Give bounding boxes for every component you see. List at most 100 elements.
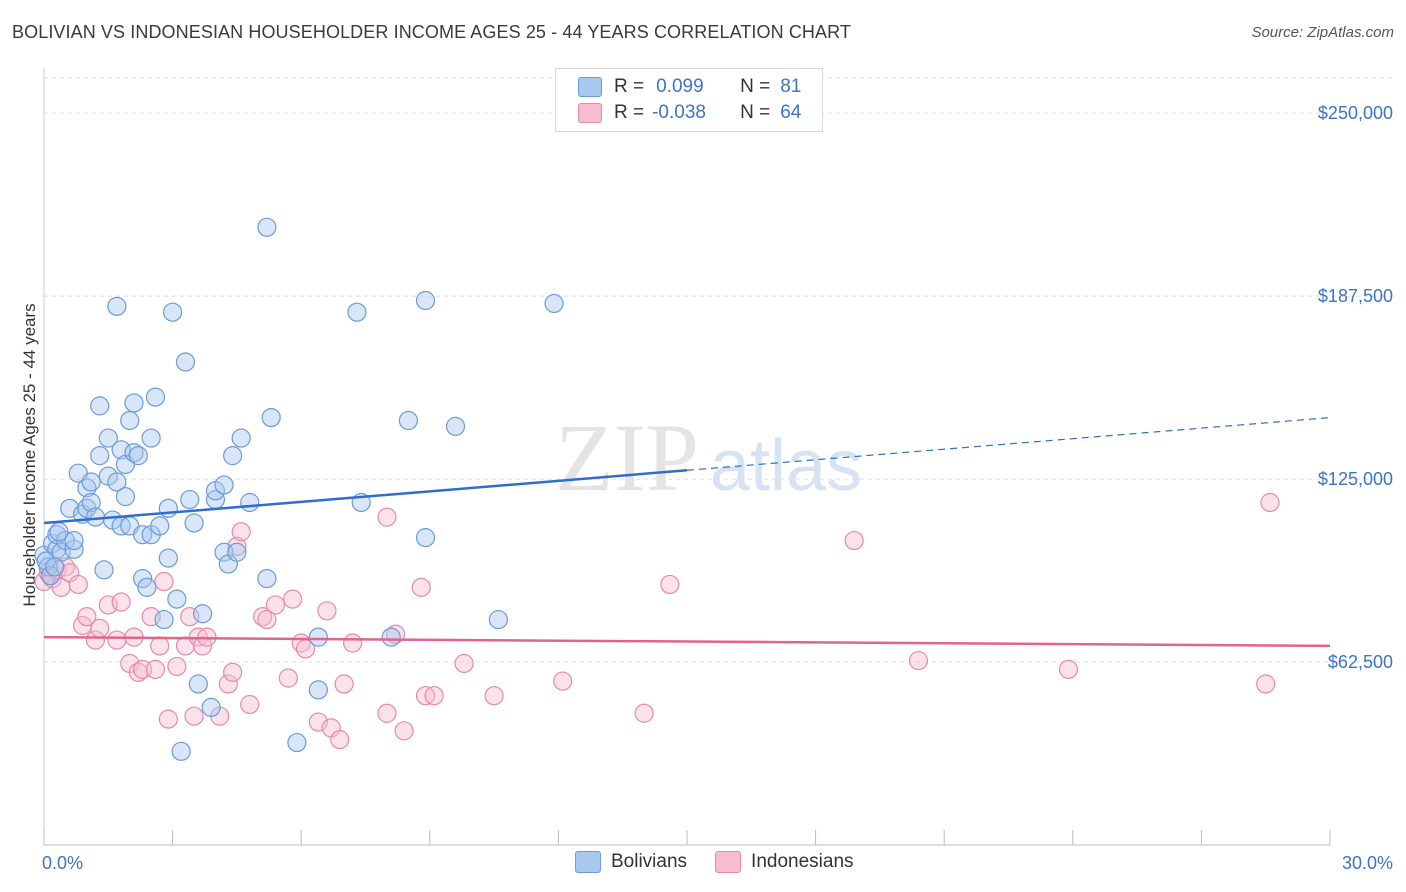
indonesian-point [343, 633, 363, 653]
y-tick-label: $125,000 [1318, 469, 1393, 489]
indonesian-point [218, 674, 238, 694]
bolivian-point [398, 410, 418, 431]
indonesian-point [150, 636, 170, 656]
trend-lines [43, 416, 1331, 648]
bolivian-point [308, 680, 328, 700]
bolivian-point [347, 302, 367, 322]
legend-row-bolivians: R = 0.099 N = 81 [578, 74, 801, 100]
bolivian-point [158, 498, 178, 518]
bolivian-point [163, 302, 183, 322]
series-indonesians [34, 492, 1280, 750]
indonesian-point [411, 577, 431, 597]
bolivian-point [184, 513, 204, 533]
series-bolivians [34, 217, 564, 761]
legend-row-indonesians: R = -0.038 N = 64 [578, 100, 801, 126]
bolivian-point [488, 609, 508, 630]
legend: R = 0.099 N = 81 R = -0.038 N = 64 [555, 68, 823, 132]
legend-r-value: 0.099 [656, 76, 704, 97]
indonesian-point [660, 574, 680, 595]
bolivian-point [98, 428, 118, 448]
bolivian-point [141, 428, 161, 448]
watermark-atlas: atlas [710, 426, 862, 506]
x-tick-labels: 0.0% 30.0% [42, 853, 1393, 873]
indonesian-point [90, 618, 110, 638]
bolivian-point [45, 557, 65, 577]
watermark-zip: ZIP [555, 404, 699, 511]
bolivian-point [415, 528, 436, 548]
indonesian-point [167, 656, 187, 677]
indonesian-point [1256, 674, 1276, 694]
indonesian-point [193, 636, 213, 656]
bolivian-point [154, 609, 174, 630]
y-axis-title: Householder Income Ages 25 - 44 years [20, 303, 39, 606]
bolivian-point [107, 472, 127, 492]
indonesian-point [283, 589, 303, 609]
bolivian-point [40, 566, 61, 586]
bolivian-point [49, 522, 69, 542]
bolivian-point [107, 296, 127, 316]
bolivian-point [64, 530, 84, 551]
bolivian-point [90, 446, 110, 466]
indonesian-point [223, 662, 243, 682]
bolivian-point [287, 732, 307, 753]
axes [43, 68, 1331, 846]
bolivian-point [158, 548, 178, 568]
indonesian-point [844, 530, 864, 551]
bolivian-point [544, 293, 564, 314]
x-tick-label: 30.0% [1342, 853, 1393, 873]
y-tick-label: $187,500 [1318, 286, 1393, 306]
indonesian-point [85, 630, 106, 650]
indonesians-trend-line [43, 635, 1331, 648]
bolivian-point [227, 542, 247, 562]
bolivian-point [180, 489, 200, 510]
x-tick-label: 0.0% [42, 853, 83, 873]
bottom-label-indonesians: Indonesians [751, 851, 854, 872]
legend-n-value: 81 [780, 76, 802, 97]
indonesian-point [317, 601, 337, 621]
indonesian-point [265, 595, 286, 615]
bolivian-point [94, 560, 114, 580]
indonesian-point [231, 522, 251, 542]
bolivian-point [175, 352, 196, 372]
indonesian-point [145, 659, 166, 679]
bolivian-point [132, 568, 153, 589]
bolivian-point [214, 475, 234, 495]
y-tick-labels: $62,500 $125,000 $187,500 $250,000 [1318, 103, 1393, 672]
bolivian-point [90, 396, 110, 416]
bolivian-point [145, 387, 166, 407]
bolivian-point [223, 446, 243, 466]
bottom-legend-bolivians: Bolivians [575, 851, 687, 873]
grid-lines [44, 77, 1395, 663]
indonesian-point [484, 686, 504, 706]
bottom-label-bolivians: Bolivians [611, 851, 688, 872]
bolivian-point [415, 290, 436, 311]
indonesian-point [553, 671, 573, 691]
bolivian-point [171, 741, 191, 761]
indonesian-point [158, 709, 178, 729]
indonesian-point [394, 721, 414, 741]
indonesian-point [334, 674, 354, 694]
indonesian-point [908, 650, 929, 671]
indonesian-point [377, 703, 397, 723]
indonesian-point [454, 653, 474, 674]
source-note: Source: ZipAtlas.com [1251, 24, 1394, 41]
indonesian-point [240, 694, 260, 715]
bolivian-point [81, 492, 101, 513]
bolivian-point [167, 589, 187, 609]
indonesian-point [77, 607, 97, 627]
bolivian-point [240, 492, 260, 513]
indonesian-point [1058, 659, 1079, 679]
indonesian-point [634, 703, 654, 723]
indonesian-point [377, 507, 397, 527]
legend-r-label: R = [614, 76, 645, 97]
bolivian-point [231, 428, 251, 448]
bolivian-point [137, 577, 157, 597]
y-tick-label: $250,000 [1318, 103, 1393, 123]
legend-swatch-indonesians [578, 103, 602, 123]
bolivian-point [381, 627, 401, 647]
indonesian-point [330, 730, 350, 750]
legend-n-label: N = [740, 102, 771, 123]
bottom-swatch-indonesians [715, 851, 742, 873]
indonesian-point [278, 668, 298, 688]
